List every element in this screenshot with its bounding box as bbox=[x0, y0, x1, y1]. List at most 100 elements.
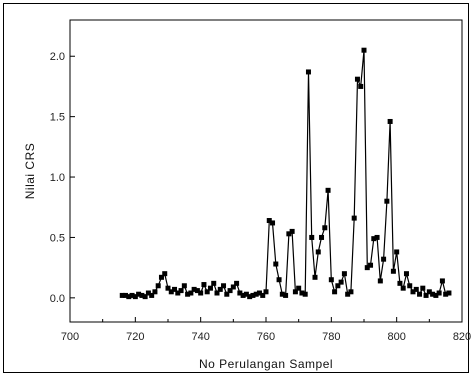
data-point bbox=[377, 278, 383, 284]
y-axis-label: Nilai CRS bbox=[23, 143, 37, 200]
data-point bbox=[364, 265, 370, 271]
x-axis: 700 720 740 760 780 800 820 bbox=[61, 317, 471, 343]
data-point bbox=[358, 83, 364, 89]
data-point bbox=[250, 292, 256, 298]
data-point bbox=[201, 282, 207, 288]
data-point bbox=[390, 268, 396, 274]
data-point bbox=[145, 290, 151, 296]
data-point bbox=[299, 290, 305, 296]
data-point bbox=[381, 256, 387, 262]
data-point bbox=[341, 271, 347, 277]
data-point bbox=[276, 277, 282, 283]
data-point bbox=[191, 286, 197, 292]
data-point bbox=[230, 284, 236, 290]
data-point bbox=[188, 290, 194, 296]
x-tick-label: 800 bbox=[387, 331, 405, 343]
data-point bbox=[224, 291, 230, 297]
data-point bbox=[237, 290, 243, 296]
data-point bbox=[260, 292, 266, 298]
x-tick-label: 740 bbox=[191, 331, 209, 343]
data-point bbox=[234, 280, 240, 286]
y-tick-label: 1.5 bbox=[50, 112, 65, 124]
data-point bbox=[312, 274, 318, 280]
data-point bbox=[407, 283, 413, 289]
data-point bbox=[305, 69, 311, 75]
data-point bbox=[136, 291, 142, 297]
data-point bbox=[319, 234, 325, 240]
y-axis: 0.0 0.5 1.0 1.5 2.0 bbox=[50, 51, 75, 305]
data-point bbox=[433, 292, 439, 298]
data-point bbox=[413, 286, 419, 292]
data-point bbox=[387, 118, 393, 124]
y-tick-label: 0.0 bbox=[50, 293, 65, 305]
data-point bbox=[270, 220, 276, 226]
data-point bbox=[198, 290, 204, 296]
data-point bbox=[289, 228, 295, 234]
data-point bbox=[403, 271, 409, 277]
series-line bbox=[122, 50, 450, 298]
data-point bbox=[430, 291, 436, 297]
x-tick-label: 760 bbox=[257, 331, 275, 343]
data-point bbox=[283, 292, 289, 298]
series-markers bbox=[119, 47, 452, 300]
data-point bbox=[214, 290, 220, 296]
data-point bbox=[217, 286, 223, 292]
data-point bbox=[243, 291, 249, 297]
data-point bbox=[168, 289, 174, 295]
data-point bbox=[439, 278, 445, 284]
data-point bbox=[423, 292, 429, 298]
data-point bbox=[417, 291, 423, 297]
data-point bbox=[335, 283, 341, 289]
data-point bbox=[322, 225, 328, 231]
data-point bbox=[132, 294, 138, 300]
data-point bbox=[221, 283, 227, 289]
data-point bbox=[152, 289, 158, 295]
data-point bbox=[256, 290, 262, 296]
data-point bbox=[443, 291, 449, 297]
data-point bbox=[139, 292, 145, 298]
data-point bbox=[394, 249, 400, 255]
data-point bbox=[175, 290, 181, 296]
data-point bbox=[194, 288, 200, 294]
data-point bbox=[178, 288, 184, 294]
data-point bbox=[172, 286, 178, 292]
x-axis-label: No Perulangan Sampel bbox=[199, 357, 333, 371]
x-tick-label: 720 bbox=[126, 331, 144, 343]
data-point bbox=[315, 249, 321, 255]
data-point bbox=[273, 261, 279, 267]
data-point bbox=[296, 285, 302, 291]
y-tick-label: 2.0 bbox=[50, 51, 65, 63]
data-point bbox=[247, 294, 253, 300]
data-point bbox=[185, 291, 191, 297]
data-point bbox=[204, 289, 210, 295]
data-point bbox=[123, 292, 129, 298]
data-point bbox=[309, 234, 315, 240]
data-point bbox=[384, 198, 390, 204]
data-point bbox=[410, 289, 416, 295]
data-point bbox=[354, 76, 360, 82]
data-point bbox=[371, 236, 377, 242]
data-point bbox=[158, 274, 164, 280]
data-point bbox=[207, 285, 213, 291]
data-point bbox=[446, 290, 452, 296]
data-point bbox=[368, 262, 374, 268]
data-point bbox=[263, 289, 269, 295]
data-point bbox=[181, 283, 187, 289]
data-point bbox=[397, 280, 403, 286]
x-tick-label: 700 bbox=[61, 331, 79, 343]
data-point bbox=[292, 289, 298, 295]
data-point bbox=[286, 231, 292, 237]
data-point bbox=[165, 285, 171, 291]
data-point bbox=[279, 291, 285, 297]
data-point bbox=[400, 285, 406, 291]
x-tick-label: 820 bbox=[453, 331, 471, 343]
x-tick-label: 780 bbox=[322, 331, 340, 343]
data-point bbox=[348, 289, 354, 295]
data-point bbox=[126, 294, 132, 300]
data-point bbox=[351, 215, 357, 221]
data-point bbox=[240, 292, 246, 298]
data-point bbox=[119, 292, 125, 298]
data-point bbox=[332, 289, 338, 295]
data-point bbox=[426, 289, 432, 295]
